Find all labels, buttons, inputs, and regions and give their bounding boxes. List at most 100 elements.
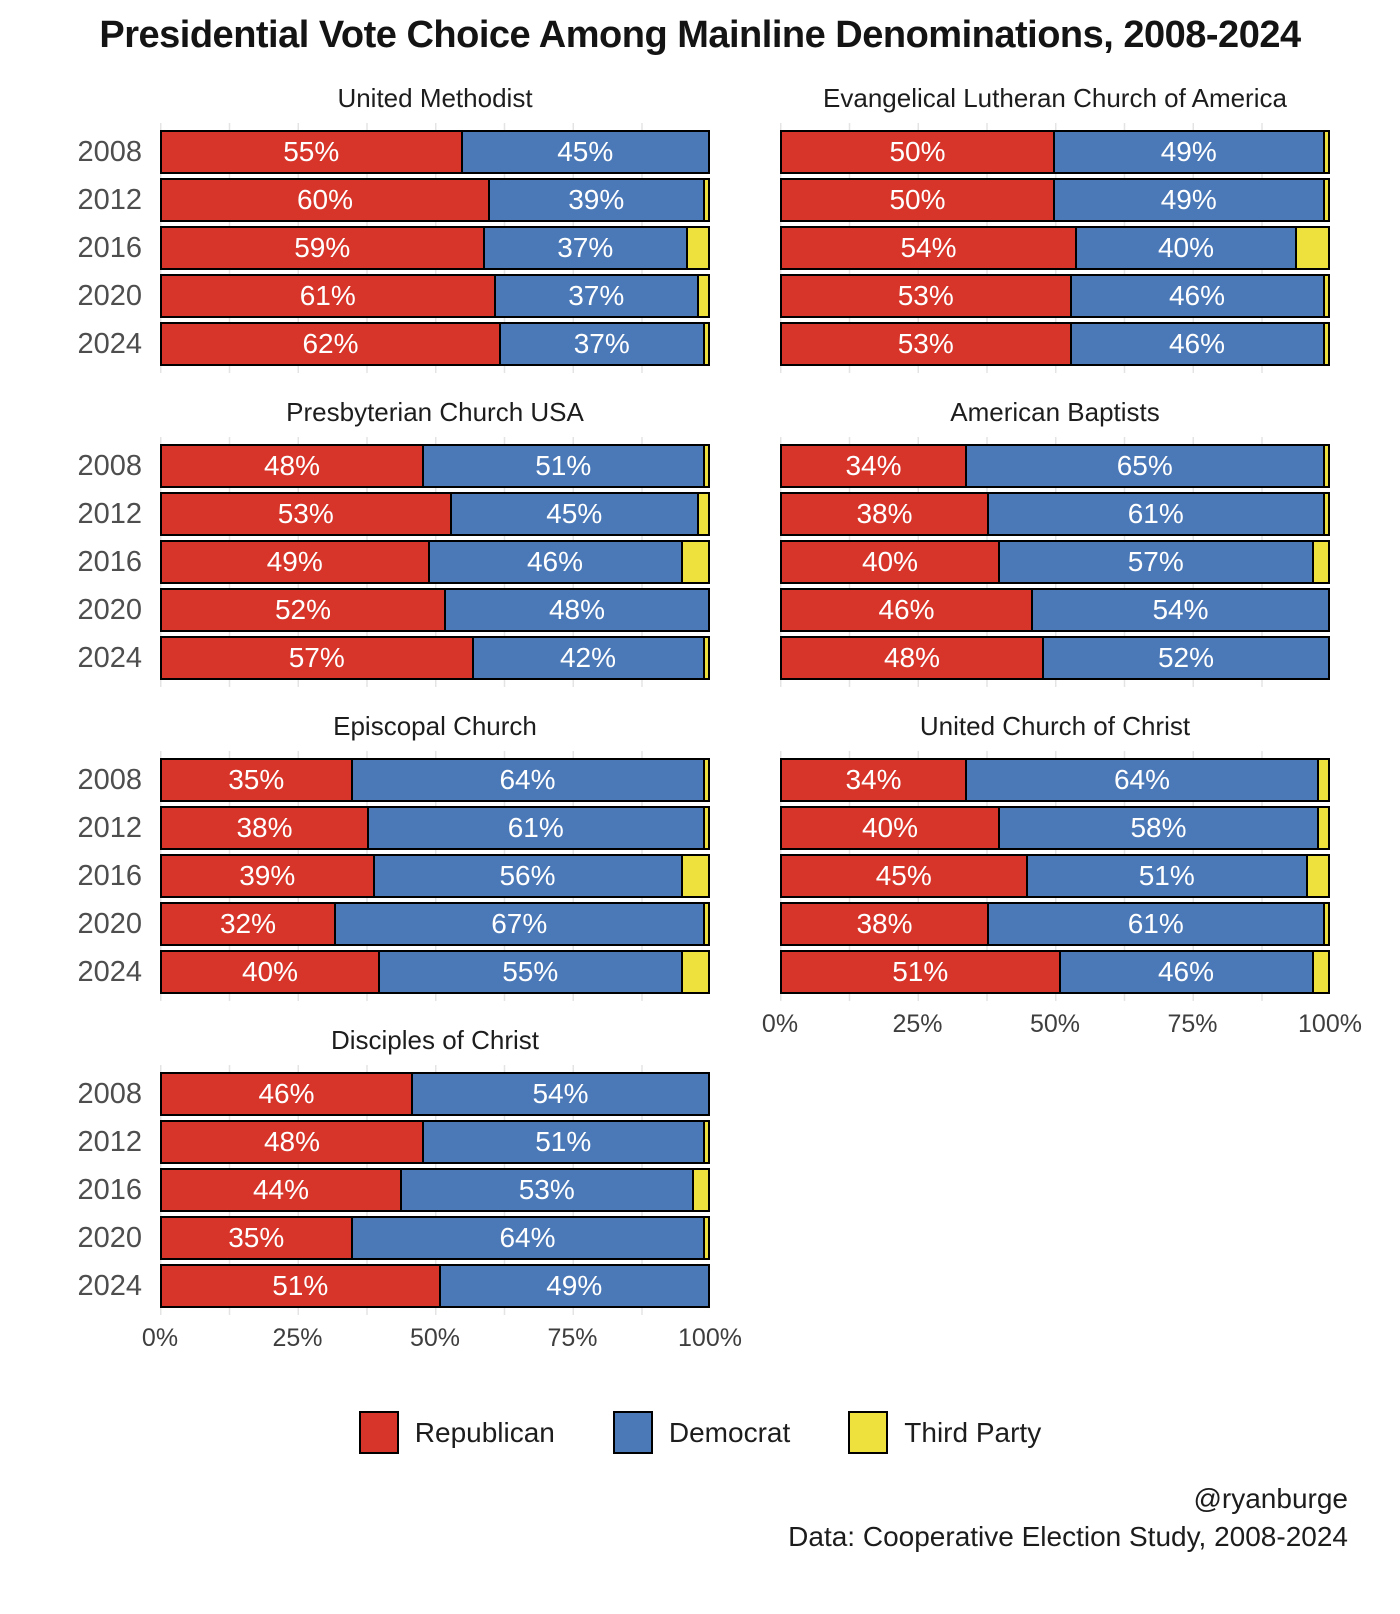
segment-value: 40% [1157, 232, 1215, 263]
democrat-segment: 37% [501, 322, 705, 366]
bar-row-2008: 2008 48% 51% [45, 444, 710, 488]
segment-value: 40% [861, 812, 919, 843]
legend-label-third-party: Third Party [904, 1416, 1042, 1448]
democrat-segment: 64% [967, 758, 1319, 802]
legend-swatch-third-party [848, 1411, 889, 1454]
axis-tick-label: 25% [272, 1324, 323, 1352]
republican-segment: 60% [160, 178, 490, 222]
segment-value: 50% [889, 184, 946, 215]
segment-value: 46% [258, 1078, 315, 1109]
democrat-segment: 45% [462, 130, 710, 174]
democrat-segment: 52% [1044, 636, 1330, 680]
axis-tick-label: 50% [1029, 1010, 1081, 1038]
republican-segment: 51% [160, 1264, 441, 1308]
stacked-bar: 34% 64% [780, 758, 1330, 802]
democrat-segment: 64% [352, 758, 705, 802]
plot-area: 50% 49% 50% 49% 54% 40% 53% 46% 53% 46% [780, 123, 1330, 373]
stacked-bar: 49% 46% [160, 540, 710, 584]
segment-value: 51% [535, 1126, 592, 1157]
republican-segment: 62% [160, 322, 501, 366]
democrat-segment: 61% [989, 492, 1325, 536]
democrat-segment: 37% [484, 226, 688, 270]
year-label: 2024 [77, 956, 142, 988]
stacked-bar: 44% 53% [160, 1168, 710, 1212]
segment-value: 37% [573, 328, 630, 359]
bar-row-2012: 40% 58% [780, 806, 1330, 850]
x-axis: 0% 25% 50% 75% 100% [142, 1315, 742, 1357]
segment-value: 34% [845, 450, 902, 481]
segment-value: 64% [499, 764, 556, 795]
panel-episcopal-church: Episcopal Church 2008 35% 64% 2012 38% 61% 2016… [45, 709, 710, 1001]
segment-value: 51% [272, 1270, 329, 1301]
segment-value: 45% [875, 860, 932, 891]
republican-segment: 53% [160, 492, 452, 536]
stacked-bar: 48% 51% [160, 1120, 710, 1164]
third-party-segment [704, 322, 710, 366]
third-party-segment [704, 444, 710, 488]
panel-american-baptists: American Baptists 34% 65% 38% 61% 40% 57% 46% 54… [780, 395, 1330, 687]
stacked-bar: 51% 49% [160, 1264, 710, 1308]
year-label: 2024 [77, 642, 142, 674]
bar-row-2016: 54% 40% [780, 226, 1330, 270]
panel-title: United Methodist [337, 83, 533, 113]
segment-value: 44% [252, 1174, 310, 1205]
stacked-bar: 35% 64% [160, 1216, 710, 1260]
republican-segment: 45% [780, 854, 1028, 898]
segment-value: 61% [299, 280, 356, 311]
bar-row-2024: 53% 46% [780, 322, 1330, 366]
democrat-segment: 64% [352, 1216, 705, 1260]
bar-row-2016: 2016 39% 56% [45, 854, 710, 898]
author-handle: @ryanburge [1193, 1483, 1348, 1514]
stacked-bar: 50% 49% [780, 178, 1330, 222]
year-label: 2012 [77, 1126, 142, 1158]
segment-value: 45% [546, 498, 603, 529]
bar-row-2024: 2024 40% 55% [45, 950, 710, 994]
third-party-segment [1324, 902, 1330, 946]
segment-value: 46% [1168, 328, 1226, 359]
stacked-bar: 40% 57% [780, 540, 1330, 584]
segment-value: 38% [236, 812, 293, 843]
third-party-segment [704, 1120, 710, 1164]
stacked-bar: 53% 46% [780, 322, 1330, 366]
legend-item-republican: Republican [358, 1411, 555, 1454]
republican-segment: 32% [160, 902, 336, 946]
stacked-bar: 38% 61% [780, 492, 1330, 536]
republican-segment: 48% [160, 1120, 424, 1164]
legend-swatch-republican [358, 1411, 399, 1454]
plot-area: 2008 55% 45% 2012 60% 39% 2016 59% 37% 2020 61% 37%… [45, 123, 710, 373]
democrat-segment: 40% [1077, 226, 1297, 270]
democrat-segment: 48% [446, 588, 710, 632]
democrat-segment: 45% [451, 492, 699, 536]
third-party-segment [1324, 492, 1330, 536]
axis-tick-label: 25% [892, 1010, 943, 1038]
year-label: 2016 [77, 1174, 142, 1206]
segment-value: 48% [548, 594, 606, 625]
segment-value: 54% [532, 1078, 589, 1109]
republican-segment: 40% [160, 950, 380, 994]
stacked-bar: 61% 37% [160, 274, 710, 318]
segment-value: 61% [507, 812, 564, 843]
bar-row-2008: 2008 46% 54% [45, 1072, 710, 1116]
republican-segment: 53% [780, 274, 1072, 318]
stacked-bar: 40% 58% [780, 806, 1330, 850]
segment-value: 56% [499, 860, 556, 891]
stacked-bar: 55% 45% [160, 130, 710, 174]
third-party-segment [1308, 854, 1330, 898]
bar-row-2016: 40% 57% [780, 540, 1330, 584]
third-party-segment [682, 950, 710, 994]
year-label: 2012 [77, 184, 142, 216]
segment-value: 45% [557, 136, 614, 167]
democrat-segment: 56% [374, 854, 683, 898]
third-party-segment [1324, 130, 1330, 174]
stacked-bar: 57% 42% [160, 636, 710, 680]
stacked-bar: 52% 48% [160, 588, 710, 632]
year-label: 2024 [77, 328, 142, 360]
segment-value: 65% [1116, 450, 1173, 481]
bar-row-2016: 2016 59% 37% [45, 226, 710, 270]
stacked-bar: 53% 46% [780, 274, 1330, 318]
republican-segment: 40% [780, 540, 1000, 584]
republican-segment: 34% [780, 444, 967, 488]
segment-value: 53% [897, 328, 954, 359]
panel-disciples-of-christ: Disciples of Christ 2008 46% 54% 2012 48% 51% 2… [45, 1023, 741, 1352]
segment-value: 49% [1160, 136, 1217, 167]
